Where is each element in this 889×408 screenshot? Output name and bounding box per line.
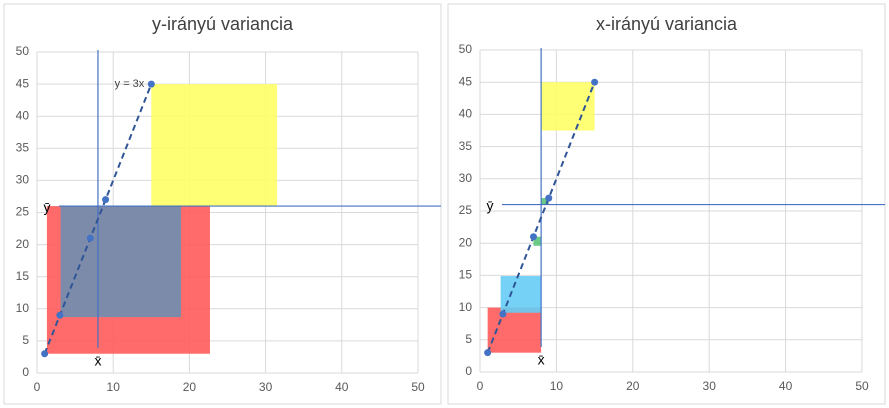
data-point xyxy=(591,78,599,86)
y-tick-label: 40 xyxy=(16,108,30,122)
data-point xyxy=(86,234,94,242)
y-tick-label: 5 xyxy=(22,333,29,347)
y-tick-label: 10 xyxy=(16,301,30,315)
variance-square xyxy=(151,84,278,207)
y-tick-label: 25 xyxy=(459,203,473,217)
variance-square xyxy=(541,198,549,205)
y-tick-label: 5 xyxy=(465,332,472,346)
data-point xyxy=(41,350,49,358)
y-tick-label: 20 xyxy=(459,235,473,249)
data-point xyxy=(484,349,492,357)
x-tick-label: 20 xyxy=(626,379,640,393)
y-tick-label: 35 xyxy=(16,140,30,154)
x-tick-label: 10 xyxy=(107,380,121,394)
x-mean-label: x̄ xyxy=(538,352,545,368)
y-tick-label: 40 xyxy=(459,107,473,121)
data-point xyxy=(529,233,537,241)
y-tick-label: 20 xyxy=(16,237,30,251)
x-tick-label: 0 xyxy=(477,379,484,393)
data-point xyxy=(56,311,64,319)
y-tick-label: 25 xyxy=(16,205,30,219)
data-point xyxy=(545,194,553,202)
x-tick-label: 40 xyxy=(779,379,793,393)
variance-square xyxy=(500,276,542,313)
chart-title: y-irányú variancia xyxy=(152,14,294,34)
x-tick-label: 30 xyxy=(259,380,273,394)
x-tick-label: 50 xyxy=(411,380,425,394)
y-mean-label: ȳ xyxy=(487,197,494,213)
x-tick-label: 30 xyxy=(703,379,717,393)
y-tick-label: 50 xyxy=(459,42,473,56)
y-tick-label: 15 xyxy=(459,268,473,282)
data-point xyxy=(102,196,110,204)
y-tick-label: 45 xyxy=(16,76,30,90)
y-tick-label: 0 xyxy=(22,365,29,379)
y-tick-label: 45 xyxy=(459,74,473,88)
x-tick-label: 50 xyxy=(855,379,869,393)
x-tick-label: 40 xyxy=(335,380,349,394)
x-tick-label: 20 xyxy=(183,380,197,394)
chart-title: x-irányú variancia xyxy=(596,14,738,34)
y-tick-label: 0 xyxy=(465,364,472,378)
y-tick-label: 35 xyxy=(459,139,473,153)
data-point xyxy=(499,310,507,318)
x-tick-label: 0 xyxy=(34,380,41,394)
y-tick-label: 30 xyxy=(16,173,30,187)
x-tick-label: 10 xyxy=(550,379,564,393)
variance-square xyxy=(60,206,182,318)
variance-square xyxy=(541,82,595,131)
data-point xyxy=(147,80,155,88)
y-tick-label: 30 xyxy=(459,171,473,185)
y-tick-label: 50 xyxy=(16,44,30,58)
y-mean-label: ȳ xyxy=(44,199,51,215)
variance-square xyxy=(533,236,542,246)
annotation: y = 3x xyxy=(115,78,145,90)
y-tick-label: 10 xyxy=(459,300,473,314)
y-tick-label: 15 xyxy=(16,269,30,283)
x-mean-label: x̄ xyxy=(94,353,101,369)
